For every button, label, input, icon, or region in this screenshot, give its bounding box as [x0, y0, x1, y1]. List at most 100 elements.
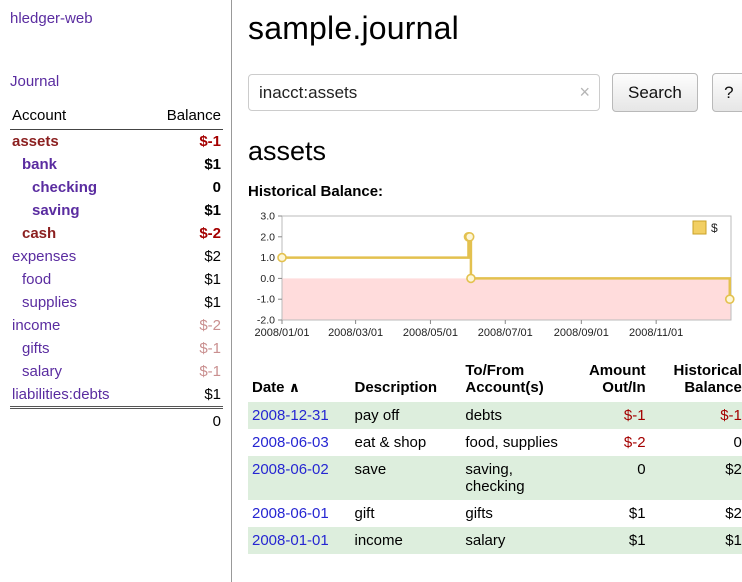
account-row: gifts $-1 [10, 337, 223, 360]
account-link[interactable]: checking [32, 179, 98, 196]
account-balance: $1 [204, 156, 221, 173]
search-input[interactable] [248, 74, 600, 111]
transaction-date-link[interactable]: 2008-06-01 [252, 505, 329, 522]
balance-cell: 0 [733, 434, 742, 451]
transaction-date-link[interactable]: 2008-06-03 [252, 434, 329, 451]
accounts-header-account: Account [10, 104, 146, 130]
account-link[interactable]: saving [32, 202, 80, 219]
register-row: 2008-06-02 save saving, checking 0 $2 [248, 456, 742, 500]
main-content: sample.journal × Search ? assets Histori… [232, 0, 742, 582]
svg-text:$: $ [711, 221, 718, 235]
account-link[interactable]: expenses [12, 248, 77, 265]
sidebar: hledger-web Journal Account Balance asse… [0, 0, 232, 582]
description-cell: save [354, 461, 387, 478]
register-header-balance: Historical Balance [673, 362, 742, 396]
account-row: assets $-1 [10, 130, 223, 154]
account-name-cell: checking [10, 176, 145, 199]
account-row: income $-2 [10, 314, 223, 337]
account-link[interactable]: food [22, 271, 52, 288]
account-balance: $-2 [199, 225, 221, 242]
help-button[interactable]: ? [711, 73, 742, 112]
amount-cell: $-2 [623, 434, 646, 451]
accounts-total-spacer [10, 406, 146, 434]
svg-text:1.0: 1.0 [260, 252, 275, 264]
search-button[interactable]: Search [612, 73, 698, 112]
account-heading: assets [248, 136, 327, 166]
account-name-cell: liabilities:debts [10, 383, 145, 408]
account-name-cell: salary [10, 360, 145, 383]
account-balance: $2 [204, 248, 221, 265]
register-header-amount: Amount Out/In [588, 362, 646, 396]
account-row: food $1 [10, 268, 223, 291]
svg-text:2008/05/01: 2008/05/01 [403, 327, 458, 339]
app-title-link[interactable]: hledger-web [10, 10, 93, 27]
transaction-date-link[interactable]: 2008-01-01 [252, 532, 329, 549]
date-cell: 2008-12-31 [248, 402, 351, 429]
account-link[interactable]: bank [22, 156, 58, 173]
account-row: supplies $1 [10, 291, 223, 314]
amount-cell: $1 [628, 532, 646, 549]
balance-cell: $2 [725, 461, 742, 478]
transaction-date-link[interactable]: 2008-12-31 [252, 407, 329, 424]
accounts-cell: gifts [465, 505, 493, 522]
search-box: × [248, 74, 600, 111]
account-balance: $1 [204, 271, 221, 288]
svg-text:2.0: 2.0 [260, 231, 275, 243]
description-cell: pay off [354, 407, 400, 424]
register-header-row: Date ∧ Description To/From Account(s) Am… [248, 360, 742, 402]
account-balance: $1 [204, 294, 221, 311]
account-link[interactable]: salary [22, 363, 63, 380]
register-row: 2008-01-01 income salary $1 $1 [248, 527, 742, 554]
account-name-cell: cash [10, 222, 145, 245]
account-balance: 0 [212, 179, 221, 196]
svg-text:2008/01/01: 2008/01/01 [254, 327, 309, 339]
register-row: 2008-12-31 pay off debts $-1 $-1 [248, 402, 742, 429]
account-row: salary $-1 [10, 360, 223, 383]
register-header-date[interactable]: Date ∧ [248, 360, 351, 402]
description-cell: eat & shop [354, 434, 427, 451]
sidebar-item-journal[interactable]: Journal [10, 73, 60, 90]
register-header-account: To/From Account(s) [465, 362, 544, 396]
page-title: sample.journal [248, 10, 459, 46]
clear-search-icon[interactable]: × [579, 82, 590, 102]
accounts-cell: saving, checking [465, 461, 525, 495]
accounts-table-body: assets $-1 bank $1 checking 0 saving $1 cash $-2 e… [10, 130, 223, 408]
date-cell: 2008-01-01 [248, 527, 351, 554]
account-link[interactable]: gifts [22, 340, 50, 357]
account-row: cash $-2 [10, 222, 223, 245]
description-cell: gift [354, 505, 375, 522]
accounts-cell: salary [465, 532, 506, 549]
transaction-date-link[interactable]: 2008-06-02 [252, 461, 329, 478]
register-row: 2008-06-03 eat & shop food, supplies $-2 0 [248, 429, 742, 456]
account-link[interactable]: liabilities:debts [12, 386, 110, 403]
account-name-cell: saving [10, 199, 145, 222]
svg-text:-1.0: -1.0 [257, 294, 275, 306]
svg-text:-2.0: -2.0 [257, 315, 275, 327]
svg-text:0.0: 0.0 [260, 273, 275, 285]
description-cell: income [354, 532, 403, 549]
account-row: liabilities:debts $1 [10, 383, 223, 408]
account-balance: $-1 [199, 363, 221, 380]
account-name-cell: gifts [10, 337, 145, 360]
balance-cell: $-1 [720, 407, 742, 424]
balance-cell: $1 [725, 532, 742, 549]
account-name-cell: food [10, 268, 145, 291]
register-body: 2008-12-31 pay off debts $-1 $-1 2008-06-03 ea… [248, 402, 742, 554]
account-name-cell: assets [10, 130, 145, 154]
accounts-header-balance: Balance [145, 104, 223, 130]
register-row: 2008-06-01 gift gifts $1 $2 [248, 500, 742, 527]
svg-text:3.0: 3.0 [260, 211, 275, 223]
amount-cell: $-1 [623, 407, 646, 424]
account-link[interactable]: income [12, 317, 61, 334]
account-row: expenses $2 [10, 245, 223, 268]
account-name-cell: bank [10, 153, 145, 176]
account-row: saving $1 [10, 199, 223, 222]
account-link[interactable]: assets [12, 133, 59, 150]
account-balance: $-2 [199, 317, 221, 334]
svg-text:2008/09/01: 2008/09/01 [554, 327, 609, 339]
date-header-label: Date [252, 379, 285, 396]
account-link[interactable]: supplies [22, 294, 78, 311]
date-cell: 2008-06-02 [248, 456, 351, 500]
account-link[interactable]: cash [22, 225, 57, 242]
